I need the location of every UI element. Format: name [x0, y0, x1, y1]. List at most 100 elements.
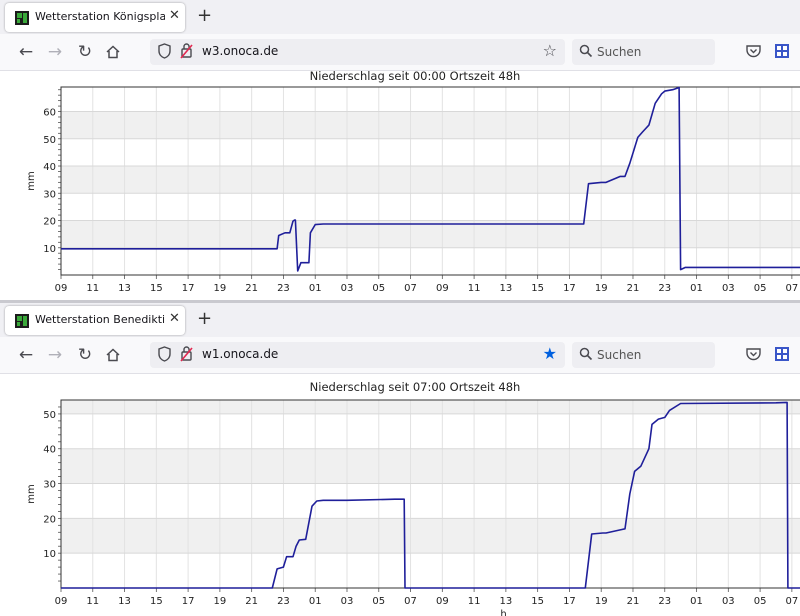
x-tick-label: 11 — [86, 283, 99, 294]
reload-button[interactable]: ↻ — [77, 345, 93, 365]
bookmark-star-icon[interactable]: ★ — [542, 344, 557, 363]
x-axis-label: h — [500, 609, 506, 616]
navigation-toolbar: ← → ↻ w3.onoca.de ☆ Suchen — [0, 34, 800, 71]
y-tick-label: 20 — [43, 514, 56, 525]
x-tick-label: 15 — [531, 596, 544, 607]
x-tick-label: 21 — [627, 283, 640, 294]
x-tick-label: 03 — [341, 283, 354, 294]
grid-band — [61, 518, 800, 554]
grid-band — [61, 448, 800, 484]
x-tick-label: 21 — [245, 596, 258, 607]
y-tick-label: 30 — [43, 189, 56, 200]
chart-title: Niederschlag seit 07:00 Ortszeit 48h — [309, 380, 521, 394]
pocket-icon[interactable] — [746, 44, 761, 58]
navigation-toolbar: ← → ↻ w1.onoca.de ★ Suchen — [0, 337, 800, 374]
chart-title: Niederschlag seit 00:00 Ortszeit 48h — [309, 69, 521, 83]
close-tab-icon[interactable]: ✕ — [169, 8, 180, 23]
pocket-icon[interactable] — [746, 347, 761, 361]
x-tick-label: 01 — [309, 283, 322, 294]
y-axis-label: mm — [26, 484, 37, 503]
x-tick-label: 13 — [500, 283, 513, 294]
x-tick-label: 09 — [436, 596, 449, 607]
x-tick-label: 21 — [245, 283, 258, 294]
home-icon — [106, 45, 120, 59]
active-tab[interactable]: Wetterstation Benediktinerabtei ✕ — [5, 306, 185, 335]
grid-band — [61, 400, 800, 414]
url-text: w3.onoca.de — [202, 44, 279, 58]
x-tick-label: 23 — [277, 283, 290, 294]
x-tick-label: 21 — [627, 596, 640, 607]
x-tick-label: 07 — [404, 283, 417, 294]
x-tick-label: 07 — [786, 283, 799, 294]
y-tick-label: 50 — [43, 135, 56, 146]
x-tick-label: 07 — [786, 596, 799, 607]
tab-bar: Wetterstation Königsplatz, Augsburg ✕ + — [0, 0, 800, 34]
forward-button[interactable]: → — [47, 42, 63, 62]
grid-band — [61, 220, 800, 248]
plot-frame — [60, 399, 800, 589]
browser-window-2: Wetterstation Benediktinerabtei ✕ + ← → … — [0, 303, 800, 616]
tab-bar: Wetterstation Benediktinerabtei ✕ + — [0, 303, 800, 337]
extensions-grid-icon[interactable] — [775, 347, 789, 361]
x-tick-label: 07 — [404, 596, 417, 607]
x-tick-label: 05 — [372, 283, 385, 294]
x-tick-label: 23 — [658, 596, 671, 607]
x-tick-label: 03 — [722, 596, 735, 607]
y-tick-label: 10 — [43, 244, 56, 255]
bookmark-star-icon[interactable]: ☆ — [542, 41, 557, 60]
y-tick-label: 30 — [43, 480, 56, 491]
x-tick-label: 19 — [595, 283, 608, 294]
x-tick-label: 19 — [595, 596, 608, 607]
y-tick-label: 60 — [43, 108, 56, 119]
forward-button[interactable]: → — [47, 345, 63, 365]
new-tab-button[interactable]: + — [197, 308, 213, 329]
precipitation-chart: 10 20 30 40 50 09 11 13 15 17 19 21 23 01 03 05 07 09 11 13… — [26, 399, 800, 616]
back-button[interactable]: ← — [18, 42, 34, 62]
extensions-grid-icon[interactable] — [775, 44, 789, 58]
url-text: w1.onoca.de — [202, 347, 279, 361]
insecure-lock-icon[interactable] — [180, 345, 194, 363]
shield-icon[interactable] — [158, 43, 171, 59]
x-tick-label: 05 — [754, 596, 767, 607]
precipitation-series-line — [61, 86, 800, 272]
x-tick-label: 11 — [468, 596, 481, 607]
x-tick-label: 23 — [658, 283, 671, 294]
search-icon — [579, 347, 593, 361]
address-bar[interactable]: w3.onoca.de ☆ — [150, 39, 565, 65]
reload-button[interactable]: ↻ — [77, 42, 93, 62]
x-tick-label: 13 — [118, 283, 131, 294]
y-tick-label: 40 — [43, 162, 56, 173]
active-tab[interactable]: Wetterstation Königsplatz, Augsburg ✕ — [5, 3, 185, 32]
search-placeholder: Suchen — [597, 348, 642, 362]
x-tick-label: 19 — [214, 283, 227, 294]
grid-band — [61, 111, 800, 139]
x-tick-label: 09 — [55, 283, 68, 294]
x-tick-label: 15 — [150, 283, 163, 294]
precipitation-chart: 10 20 30 40 50 60 09 11 13 15 17 19 21 23 01 03 05 07 09 11… — [26, 86, 800, 294]
new-tab-button[interactable]: + — [197, 5, 213, 26]
y-tick-label: 40 — [43, 445, 56, 456]
x-tick-label: 17 — [563, 283, 576, 294]
home-button[interactable] — [101, 40, 125, 64]
home-button[interactable] — [101, 343, 125, 367]
insecure-lock-icon[interactable] — [180, 42, 194, 60]
x-tick-label: 17 — [182, 283, 195, 294]
home-icon — [106, 348, 120, 362]
tab-title: Wetterstation Königsplatz, Augsburg — [35, 10, 165, 23]
search-box[interactable]: Suchen — [572, 342, 715, 368]
x-tick-label: 01 — [690, 283, 703, 294]
back-button[interactable]: ← — [18, 345, 34, 365]
y-tick-label: 50 — [43, 410, 56, 421]
x-tick-label: 11 — [86, 596, 99, 607]
address-bar[interactable]: w1.onoca.de ★ — [150, 342, 565, 368]
search-icon — [579, 44, 593, 58]
search-box[interactable]: Suchen — [572, 39, 715, 65]
favicon-icon — [15, 11, 29, 25]
x-tick-label: 09 — [436, 283, 449, 294]
x-tick-label: 03 — [341, 596, 354, 607]
window-separator — [0, 300, 800, 303]
precipitation-series-line — [61, 401, 800, 589]
close-tab-icon[interactable]: ✕ — [169, 311, 180, 326]
x-tick-label: 11 — [468, 283, 481, 294]
shield-icon[interactable] — [158, 346, 171, 362]
